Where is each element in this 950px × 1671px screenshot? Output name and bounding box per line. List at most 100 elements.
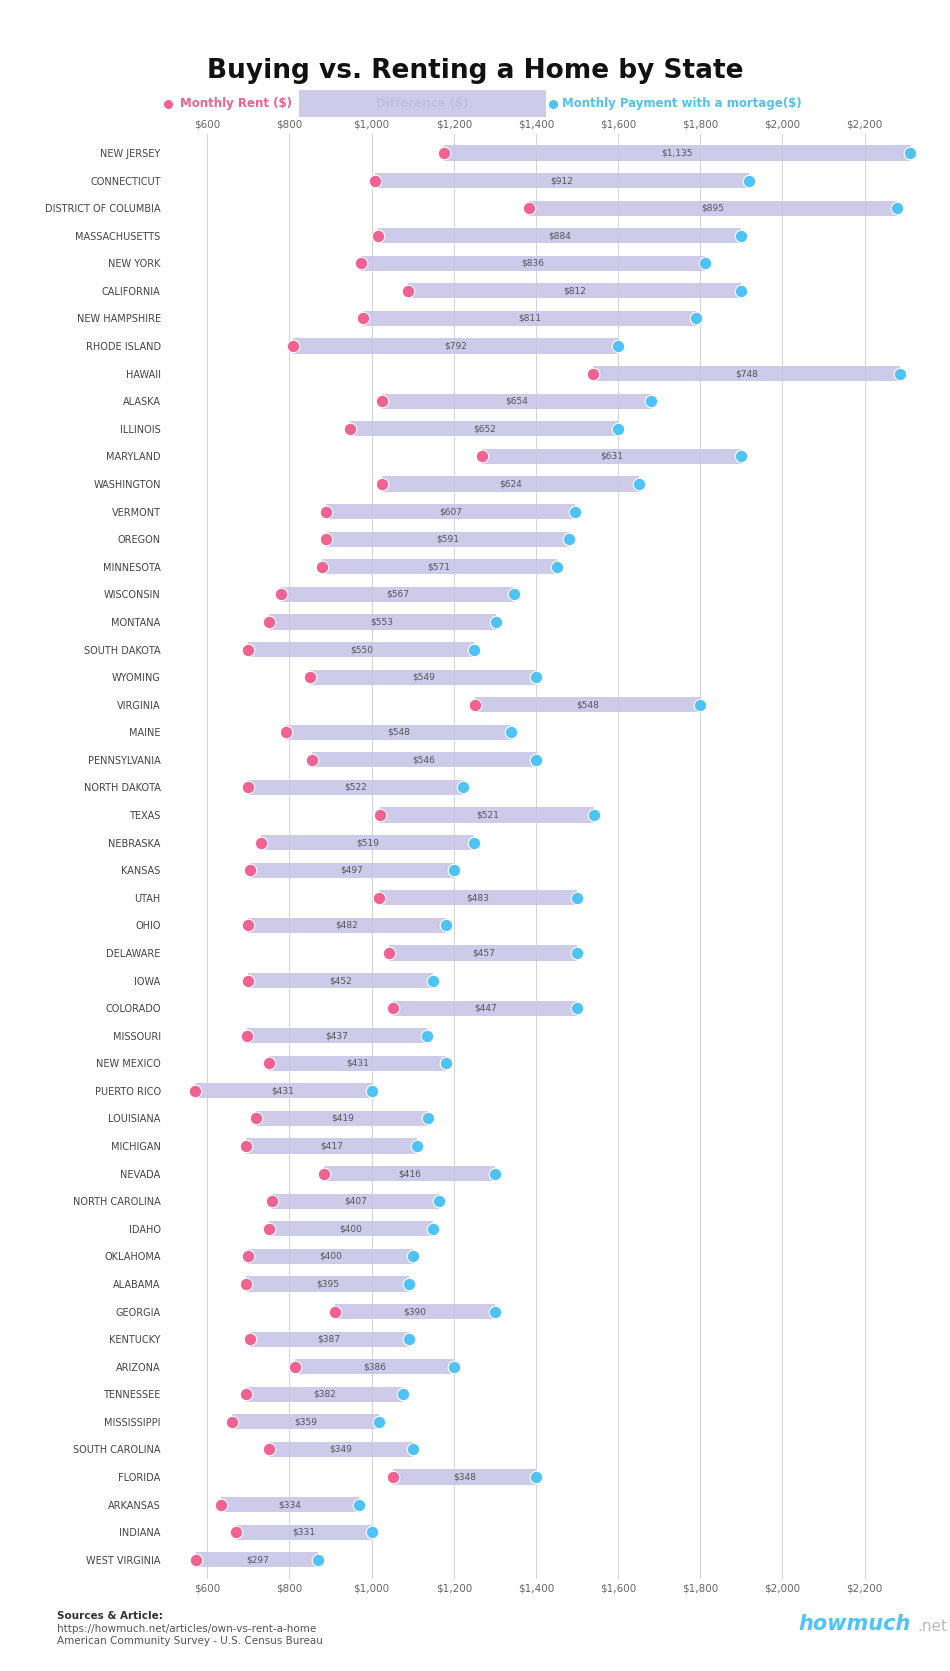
Text: $417: $417 bbox=[320, 1141, 343, 1151]
Text: $521: $521 bbox=[476, 810, 499, 819]
Bar bbox=[272, 1193, 439, 1208]
Bar bbox=[281, 587, 514, 602]
Bar bbox=[295, 1359, 454, 1374]
Text: $297: $297 bbox=[246, 1556, 269, 1564]
Text: $549: $549 bbox=[411, 673, 435, 682]
Bar bbox=[270, 1056, 446, 1071]
Text: $522: $522 bbox=[344, 784, 367, 792]
Text: $334: $334 bbox=[278, 1501, 301, 1509]
Bar bbox=[475, 697, 700, 712]
Bar bbox=[269, 615, 496, 630]
Text: $457: $457 bbox=[472, 949, 495, 957]
Text: $519: $519 bbox=[356, 839, 379, 847]
Bar bbox=[311, 670, 536, 685]
Text: $548: $548 bbox=[577, 700, 599, 709]
Bar bbox=[256, 1111, 428, 1126]
Text: Sources & Article:: Sources & Article: bbox=[57, 1611, 162, 1621]
Bar bbox=[248, 642, 474, 657]
Bar bbox=[261, 836, 474, 851]
Bar bbox=[334, 1303, 495, 1318]
Text: $387: $387 bbox=[317, 1335, 341, 1343]
Text: $419: $419 bbox=[331, 1115, 353, 1123]
Text: $652: $652 bbox=[473, 424, 496, 433]
Bar bbox=[248, 780, 463, 795]
Text: $748: $748 bbox=[735, 369, 758, 378]
Bar bbox=[322, 560, 557, 575]
Text: $591: $591 bbox=[436, 535, 459, 543]
Bar bbox=[390, 946, 577, 961]
Bar bbox=[382, 476, 638, 491]
Bar bbox=[250, 1332, 408, 1347]
Bar bbox=[247, 1028, 427, 1043]
Bar bbox=[351, 421, 618, 436]
Text: $497: $497 bbox=[340, 866, 363, 874]
Bar bbox=[248, 917, 446, 932]
Text: $548: $548 bbox=[388, 729, 410, 737]
Text: $792: $792 bbox=[444, 341, 466, 351]
Bar bbox=[363, 311, 696, 326]
Text: $567: $567 bbox=[386, 590, 408, 598]
Bar bbox=[245, 1138, 417, 1153]
Text: $1,135: $1,135 bbox=[661, 149, 693, 157]
Text: $546: $546 bbox=[412, 755, 435, 764]
Text: $395: $395 bbox=[316, 1280, 339, 1288]
Bar bbox=[379, 891, 577, 906]
Text: $483: $483 bbox=[466, 894, 489, 902]
Bar bbox=[250, 862, 454, 877]
Text: $331: $331 bbox=[293, 1527, 315, 1537]
Bar bbox=[382, 394, 651, 409]
Bar bbox=[195, 1083, 371, 1098]
Text: $400: $400 bbox=[340, 1225, 363, 1233]
Text: $452: $452 bbox=[329, 976, 352, 984]
Text: $348: $348 bbox=[453, 1472, 476, 1482]
Bar bbox=[378, 229, 741, 244]
Text: $431: $431 bbox=[347, 1059, 370, 1068]
Text: $482: $482 bbox=[335, 921, 358, 929]
Text: https://howmuch.net/articles/own-vs-rent-a-home
American Community Survey - U.S.: https://howmuch.net/articles/own-vs-rent… bbox=[57, 1624, 323, 1646]
Bar bbox=[286, 725, 511, 740]
Bar bbox=[246, 1387, 404, 1402]
Text: $811: $811 bbox=[518, 314, 541, 323]
Text: $550: $550 bbox=[350, 645, 373, 653]
Text: $624: $624 bbox=[499, 480, 522, 488]
Bar bbox=[326, 505, 576, 520]
Bar bbox=[393, 1469, 536, 1484]
Text: $884: $884 bbox=[548, 231, 571, 241]
Bar bbox=[232, 1414, 379, 1429]
Bar bbox=[393, 1001, 577, 1016]
Bar bbox=[483, 449, 741, 465]
Bar bbox=[246, 1277, 408, 1292]
Text: $390: $390 bbox=[404, 1307, 427, 1317]
Text: Difference ($): Difference ($) bbox=[376, 97, 469, 110]
Text: $416: $416 bbox=[398, 1170, 421, 1178]
Bar bbox=[293, 339, 618, 354]
Bar bbox=[324, 1166, 495, 1181]
Text: Monthly Rent ($): Monthly Rent ($) bbox=[180, 97, 293, 110]
Text: $382: $382 bbox=[314, 1390, 336, 1399]
Bar bbox=[248, 1248, 412, 1263]
Bar bbox=[197, 1552, 318, 1567]
Text: $631: $631 bbox=[600, 451, 623, 461]
Text: $447: $447 bbox=[474, 1004, 497, 1013]
Text: Monthly Payment with a mortage($): Monthly Payment with a mortage($) bbox=[562, 97, 802, 110]
Bar bbox=[380, 807, 595, 822]
Text: $836: $836 bbox=[522, 259, 544, 267]
Text: $359: $359 bbox=[294, 1417, 316, 1427]
Text: $386: $386 bbox=[363, 1362, 386, 1372]
Bar bbox=[444, 145, 910, 160]
Text: $895: $895 bbox=[701, 204, 724, 212]
Bar bbox=[593, 366, 900, 381]
Text: $400: $400 bbox=[319, 1252, 342, 1262]
Bar bbox=[221, 1497, 358, 1512]
Bar bbox=[374, 174, 750, 189]
Bar bbox=[408, 284, 741, 299]
Text: .net: .net bbox=[918, 1619, 948, 1634]
Bar bbox=[312, 752, 536, 767]
Text: $553: $553 bbox=[370, 617, 393, 627]
Text: howmuch: howmuch bbox=[798, 1614, 910, 1634]
Text: $431: $431 bbox=[272, 1086, 294, 1096]
Text: $437: $437 bbox=[326, 1031, 349, 1039]
Text: $912: $912 bbox=[550, 175, 573, 185]
Bar bbox=[270, 1442, 412, 1457]
Text: $349: $349 bbox=[330, 1445, 352, 1454]
